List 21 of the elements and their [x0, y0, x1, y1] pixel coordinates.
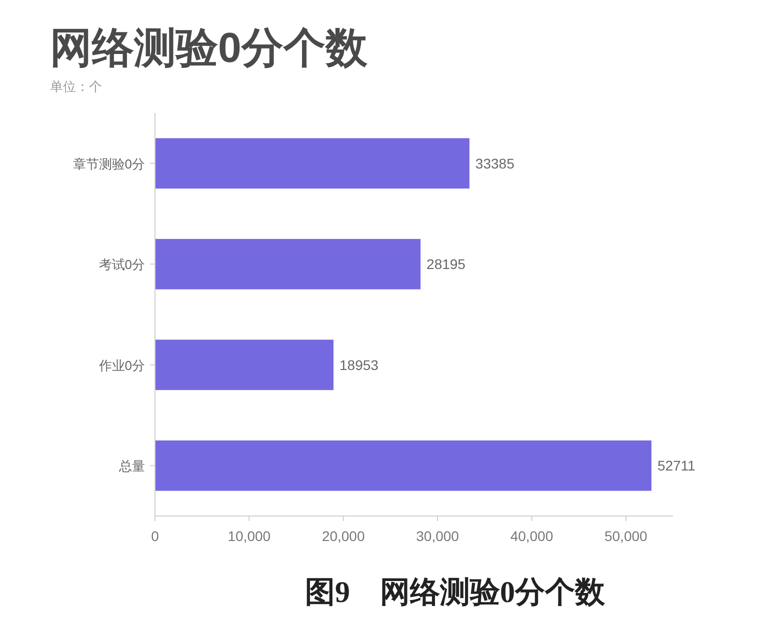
bar: [155, 138, 470, 189]
bar: [155, 440, 652, 491]
data-label: 28195: [426, 256, 466, 272]
x-tick-label: 20,000: [322, 528, 365, 544]
chart-title: 网络测验0分个数: [50, 24, 368, 71]
y-tick-label: 总量: [118, 458, 145, 474]
x-tick-label: 0: [151, 528, 160, 544]
y-tick-label: 章节测验0分: [72, 156, 145, 172]
data-label: 52711: [657, 458, 696, 474]
data-label: 18953: [340, 356, 379, 373]
x-tick-label: 30,000: [416, 528, 460, 544]
data-label: 33385: [475, 155, 515, 172]
x-tick-label: 10,000: [228, 528, 271, 544]
x-tick-label: 40,000: [510, 528, 554, 544]
caption: 图9 网络测验0分个数: [305, 576, 606, 609]
bar: [155, 238, 421, 290]
y-tick-label: 作业0分: [98, 358, 145, 373]
bar: [155, 340, 334, 390]
y-tick-label: 考试0分: [98, 257, 145, 272]
x-tick-label: 50,000: [604, 528, 648, 544]
chart-subtitle: 单位：个: [50, 79, 102, 94]
